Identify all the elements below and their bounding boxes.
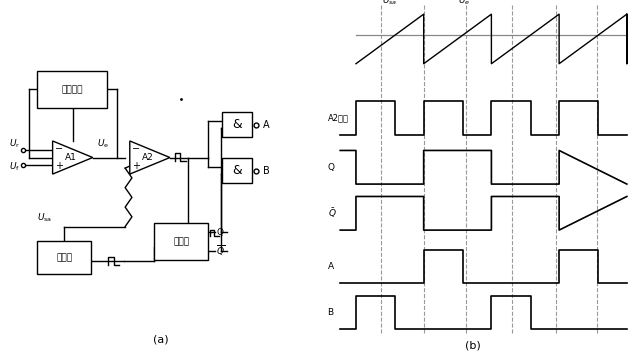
Text: 触发器: 触发器 bbox=[173, 237, 190, 246]
Text: 振荡器: 振荡器 bbox=[56, 253, 72, 262]
Text: $U_{\rm r}$: $U_{\rm r}$ bbox=[9, 137, 21, 150]
Text: $U_{\rm e}$: $U_{\rm e}$ bbox=[98, 138, 110, 150]
Text: $U_{\rm sa}$: $U_{\rm sa}$ bbox=[37, 211, 52, 224]
Bar bbox=[37, 241, 91, 274]
Text: $\bar{Q}$: $\bar{Q}$ bbox=[328, 206, 336, 220]
Text: 反馈网络: 反馈网络 bbox=[61, 85, 83, 94]
Text: $\overline{Q}$: $\overline{Q}$ bbox=[216, 244, 226, 258]
Text: −: − bbox=[55, 144, 63, 154]
Bar bbox=[154, 223, 209, 260]
Text: A2: A2 bbox=[142, 153, 154, 162]
Polygon shape bbox=[52, 141, 93, 174]
Text: A1: A1 bbox=[65, 153, 77, 162]
Text: B: B bbox=[328, 308, 334, 317]
Text: $U_{sa}$: $U_{sa}$ bbox=[382, 0, 398, 7]
Polygon shape bbox=[130, 141, 170, 174]
Text: −: − bbox=[132, 144, 140, 154]
Text: (a): (a) bbox=[153, 335, 168, 345]
Text: $U_e$: $U_e$ bbox=[458, 0, 470, 7]
Text: (b): (b) bbox=[465, 340, 480, 350]
Bar bbox=[222, 158, 252, 183]
Text: A2输出: A2输出 bbox=[328, 113, 348, 122]
Text: +: + bbox=[132, 161, 140, 171]
Text: +: + bbox=[55, 161, 63, 171]
Text: Q: Q bbox=[216, 228, 223, 237]
Bar bbox=[37, 71, 106, 108]
Text: A: A bbox=[263, 120, 269, 130]
Text: $U_{\rm f}$: $U_{\rm f}$ bbox=[9, 161, 20, 173]
Text: &: & bbox=[232, 164, 242, 177]
Text: B: B bbox=[263, 166, 269, 176]
Text: A: A bbox=[328, 262, 334, 271]
Bar bbox=[222, 112, 252, 137]
Text: &: & bbox=[232, 118, 242, 131]
Text: Q: Q bbox=[328, 163, 335, 172]
